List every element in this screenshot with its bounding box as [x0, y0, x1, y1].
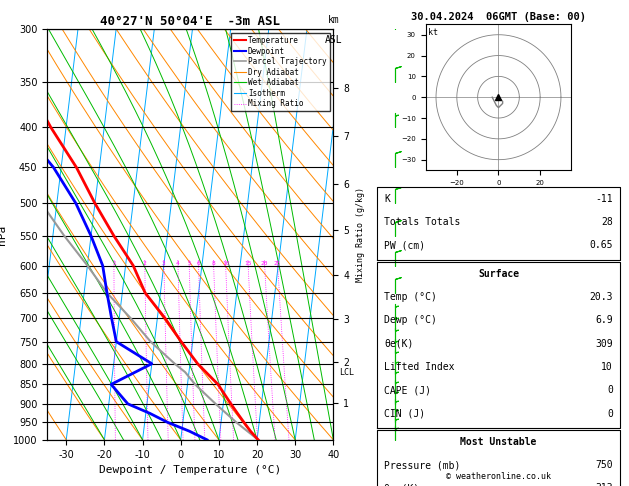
Text: θe(K): θe(K) — [384, 339, 414, 348]
Text: 0: 0 — [607, 385, 613, 395]
Text: Pressure (mb): Pressure (mb) — [384, 460, 460, 470]
Text: 5: 5 — [187, 260, 191, 265]
Text: Dewp (°C): Dewp (°C) — [384, 315, 437, 325]
Text: CAPE (J): CAPE (J) — [384, 385, 431, 395]
Text: -11: -11 — [595, 194, 613, 204]
Text: CIN (J): CIN (J) — [384, 409, 425, 418]
Text: 10: 10 — [601, 362, 613, 372]
Text: 309: 309 — [595, 339, 613, 348]
Text: Surface: Surface — [478, 269, 519, 278]
Text: 0: 0 — [607, 409, 613, 418]
Text: 28: 28 — [601, 217, 613, 227]
Text: θe (K): θe (K) — [384, 484, 420, 486]
Text: 2: 2 — [143, 260, 147, 265]
Text: 1: 1 — [112, 260, 116, 265]
Text: 6.9: 6.9 — [595, 315, 613, 325]
Text: 30.04.2024  06GMT (Base: 00): 30.04.2024 06GMT (Base: 00) — [411, 12, 586, 22]
Text: 20: 20 — [261, 260, 269, 265]
Text: km: km — [328, 15, 339, 25]
Y-axis label: hPa: hPa — [0, 225, 8, 244]
Text: 8: 8 — [212, 260, 216, 265]
Text: K: K — [384, 194, 390, 204]
Text: PW (cm): PW (cm) — [384, 241, 425, 250]
Text: 0.65: 0.65 — [589, 241, 613, 250]
Text: 4: 4 — [176, 260, 180, 265]
Text: Most Unstable: Most Unstable — [460, 437, 537, 447]
Text: Temp (°C): Temp (°C) — [384, 292, 437, 302]
Text: 750: 750 — [595, 460, 613, 470]
Text: Lifted Index: Lifted Index — [384, 362, 455, 372]
Title: 40°27'N 50°04'E  -3m ASL: 40°27'N 50°04'E -3m ASL — [100, 15, 281, 28]
Text: 25: 25 — [274, 260, 281, 265]
Text: Mixing Ratio (g/kg): Mixing Ratio (g/kg) — [356, 187, 365, 282]
Text: © weatheronline.co.uk: © weatheronline.co.uk — [446, 472, 551, 481]
Text: kt: kt — [428, 29, 438, 37]
X-axis label: Dewpoint / Temperature (°C): Dewpoint / Temperature (°C) — [99, 465, 281, 475]
Text: 6: 6 — [197, 260, 201, 265]
Text: 15: 15 — [245, 260, 252, 265]
Text: 3: 3 — [162, 260, 166, 265]
Text: 313: 313 — [595, 484, 613, 486]
Text: ASL: ASL — [325, 35, 342, 45]
Text: 10: 10 — [222, 260, 230, 265]
Text: Totals Totals: Totals Totals — [384, 217, 460, 227]
Text: LCL: LCL — [339, 367, 354, 377]
Text: 20.3: 20.3 — [589, 292, 613, 302]
Legend: Temperature, Dewpoint, Parcel Trajectory, Dry Adiabat, Wet Adiabat, Isotherm, Mi: Temperature, Dewpoint, Parcel Trajectory… — [231, 33, 330, 111]
